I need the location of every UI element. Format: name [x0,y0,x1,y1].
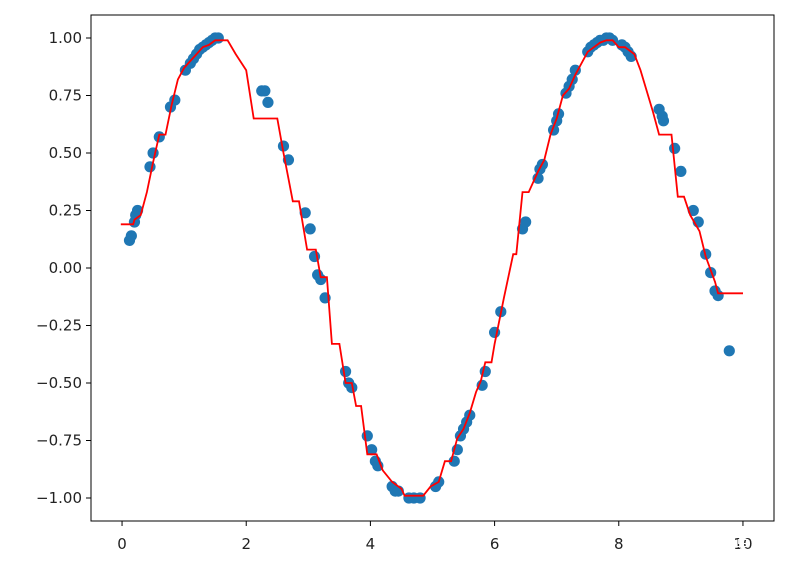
x-tick-label: 4 [366,535,376,553]
y-tick-label: −0.25 [36,317,82,335]
scatter-point [125,230,137,242]
x-tick-label: 2 [241,535,251,553]
x-tick-label: 8 [614,535,624,553]
scatter-point [169,94,181,106]
y-tick-label: 0.00 [49,259,82,277]
x-tick-label: 0 [117,535,127,553]
scatter-point [304,223,316,235]
y-tick-label: −0.75 [36,432,82,450]
scatter-point [277,140,290,152]
y-tick-label: 1.00 [49,29,82,47]
scatter-point [144,161,156,173]
y-tick-label: −0.50 [36,374,82,392]
fitted-line [120,39,743,497]
scatter-point [259,85,271,97]
y-tick-label: 0.75 [49,87,82,105]
x-axis: 0 2 4 6 8 10 [117,521,753,553]
axes-frame [90,14,775,522]
plot-area [120,32,743,504]
x-tick-label: 10 [733,535,752,553]
y-tick-label: 0.25 [49,202,82,220]
scatter-point [520,216,532,228]
watermark: CSDN @呆子不呆L [628,537,760,555]
scatter-point [366,444,378,456]
scatter-point [299,207,311,219]
scatter-point [657,115,670,127]
y-tick-label: −1.00 [36,489,82,507]
y-tick-label: 0.50 [49,144,82,162]
scatter-point [147,147,159,159]
scatter-point [669,142,681,154]
scatter-point [675,165,687,177]
y-axis: 1.00 0.75 0.50 0.25 0.00 −0.25 −0.50 −0.75 −1.00 [36,29,91,507]
axes-border [90,14,775,522]
scatter-point [339,365,352,378]
scatter-point [723,345,735,357]
scatter-point [361,430,373,442]
scatter-point [569,64,581,76]
scatter-point [262,96,274,108]
x-tick-label: 6 [490,535,500,553]
